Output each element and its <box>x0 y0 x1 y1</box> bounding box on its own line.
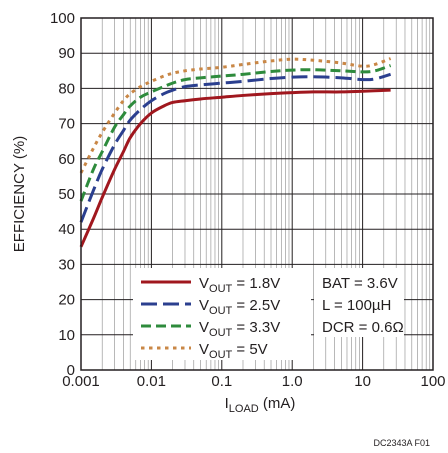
condition-label-3: DCR = 0.6Ω <box>322 319 404 336</box>
x-tick-label: 100 <box>420 373 445 390</box>
y-tick-label: 0 <box>67 362 75 379</box>
x-tick-label: 0.001 <box>62 373 100 390</box>
legend-label-subscript: OUT <box>209 305 233 317</box>
x-axis-title-main: I <box>225 395 229 412</box>
x-axis-title-unit: (mA) <box>259 395 296 412</box>
y-tick-label: 40 <box>58 221 75 238</box>
legend-label-main: V <box>199 297 209 314</box>
conditions-box <box>314 268 404 337</box>
y-tick-label: 50 <box>58 186 75 203</box>
legend-label-subscript: OUT <box>209 349 233 361</box>
y-tick-label: 100 <box>50 10 75 27</box>
y-tick-label: 10 <box>58 327 75 344</box>
plot-frame <box>80 17 434 371</box>
legend-label-3: VOUT = 3.3V <box>199 319 280 339</box>
legend-label-subscript: OUT <box>209 327 233 339</box>
y-tick-label: 20 <box>58 292 75 309</box>
series-line-2 <box>79 72 392 223</box>
y-tick-label: 60 <box>58 151 75 168</box>
legend-label-rest: = 5V <box>232 341 267 358</box>
y-tick-label: 80 <box>58 80 75 97</box>
legend-label-main: V <box>199 275 209 292</box>
x-tick-label: 10 <box>354 373 371 390</box>
x-tick-label: 0.1 <box>211 373 232 390</box>
legend-label-rest: = 2.5V <box>232 297 280 314</box>
y-tick-label: 70 <box>58 116 75 133</box>
condition-label-2: L = 100µH <box>322 297 391 314</box>
legend-label-2: VOUT = 2.5V <box>199 297 280 317</box>
x-axis-title-subscript: LOAD <box>229 403 259 415</box>
series-line-1 <box>79 88 391 248</box>
legend-label-rest: = 3.3V <box>232 319 280 336</box>
series-line-4 <box>79 57 392 174</box>
series-layer <box>79 57 392 248</box>
series-line-3 <box>79 64 392 202</box>
x-tick-labels: 0.001 0.01 0.1 1.0 10 100 <box>62 373 445 390</box>
legend-label-subscript: OUT <box>209 283 233 295</box>
y-tick-label: 30 <box>58 256 75 273</box>
x-axis-title: ILOAD (mA) <box>225 395 296 415</box>
y-tick-label: 90 <box>58 45 75 62</box>
legend-label-1: VOUT = 1.8V <box>199 275 280 295</box>
legend-label-main: V <box>199 341 209 358</box>
x-tick-label: 0.01 <box>137 373 166 390</box>
legend-label-4: VOUT = 5V <box>199 341 268 361</box>
x-tick-label: 1.0 <box>282 373 303 390</box>
condition-label-1: BAT = 3.6V <box>322 275 398 292</box>
legend-label-rest: = 1.8V <box>232 275 280 292</box>
y-axis-title: EFFICIENCY (%) <box>11 136 28 252</box>
legend-label-main: V <box>199 319 209 336</box>
y-tick-labels: 0 10 20 30 40 50 60 70 80 90 100 <box>50 10 75 379</box>
figure-id: DC2343A F01 <box>373 438 430 448</box>
